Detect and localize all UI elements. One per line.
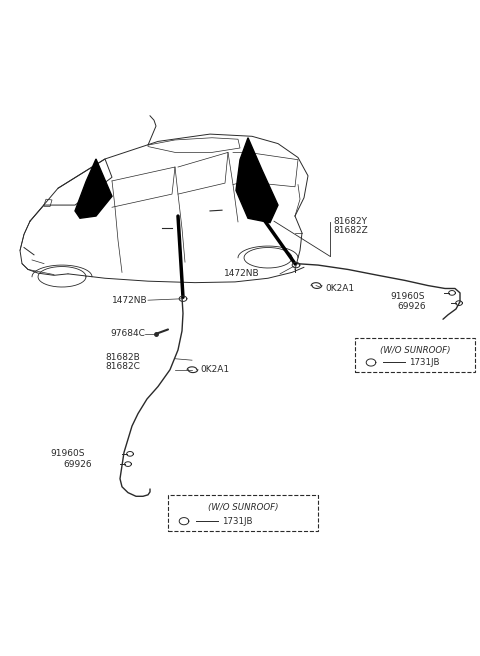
Text: 0K2A1: 0K2A1	[325, 284, 354, 293]
Text: 81682B: 81682B	[105, 353, 140, 361]
Text: 1472NB: 1472NB	[112, 296, 148, 304]
Text: 69926: 69926	[63, 460, 92, 468]
FancyBboxPatch shape	[168, 495, 318, 531]
FancyBboxPatch shape	[355, 338, 475, 372]
Text: 69926: 69926	[397, 302, 426, 310]
Polygon shape	[236, 138, 278, 222]
Text: 97684C: 97684C	[110, 329, 145, 338]
Text: 1731JB: 1731JB	[409, 358, 440, 367]
Text: 1731JB: 1731JB	[222, 517, 252, 525]
Text: 81682Z: 81682Z	[333, 226, 368, 236]
Text: 91960S: 91960S	[50, 449, 85, 459]
Polygon shape	[75, 159, 112, 218]
Text: (W/O SUNROOF): (W/O SUNROOF)	[208, 503, 278, 512]
Text: 81682Y: 81682Y	[333, 216, 367, 226]
Text: (W/O SUNROOF): (W/O SUNROOF)	[380, 346, 450, 354]
Text: 91960S: 91960S	[390, 292, 424, 301]
Text: 81682C: 81682C	[105, 362, 140, 371]
Text: 1472NB: 1472NB	[224, 270, 260, 278]
Text: 0K2A1: 0K2A1	[200, 365, 229, 374]
